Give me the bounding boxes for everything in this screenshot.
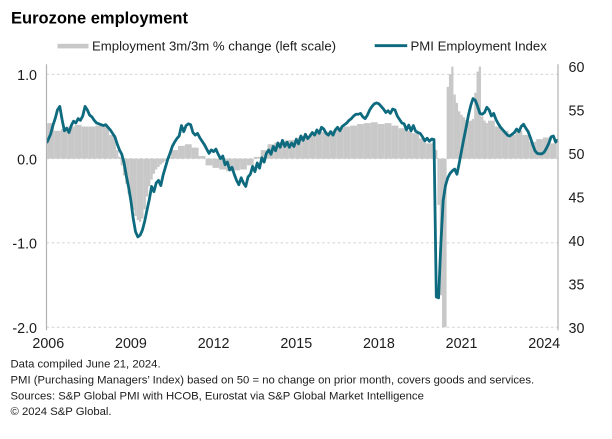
svg-text:40: 40 — [569, 234, 585, 250]
svg-text:Sources: S&P Global PMI with H: Sources: S&P Global PMI with HCOB, Euros… — [11, 391, 424, 403]
svg-text:50: 50 — [569, 147, 585, 163]
svg-text:2021: 2021 — [446, 336, 478, 352]
svg-text:2015: 2015 — [280, 336, 312, 352]
svg-text:2009: 2009 — [115, 336, 147, 352]
svg-text:2006: 2006 — [32, 336, 64, 352]
svg-text:0.0: 0.0 — [17, 152, 37, 168]
svg-text:© 2024 S&P Global.: © 2024 S&P Global. — [11, 406, 112, 418]
svg-text:Employment 3m/3m % change (lef: Employment 3m/3m % change (left scale) — [92, 38, 336, 53]
svg-text:1.0: 1.0 — [17, 68, 37, 84]
svg-text:PMI (Purchasing Managers’ Inde: PMI (Purchasing Managers’ Index) based o… — [11, 374, 535, 386]
svg-text:35: 35 — [569, 277, 585, 293]
svg-text:60: 60 — [569, 60, 585, 76]
svg-text:-1.0: -1.0 — [12, 237, 37, 253]
svg-text:30: 30 — [569, 321, 585, 337]
svg-text:Data compiled June 21, 2024.: Data compiled June 21, 2024. — [11, 358, 161, 370]
svg-text:2012: 2012 — [198, 336, 230, 352]
svg-text:45: 45 — [569, 190, 585, 206]
svg-text:PMI Employment Index: PMI Employment Index — [411, 38, 548, 53]
svg-text:55: 55 — [569, 103, 585, 119]
svg-text:-2.0: -2.0 — [12, 321, 37, 337]
svg-text:Eurozone employment: Eurozone employment — [11, 10, 188, 28]
svg-text:2024: 2024 — [528, 336, 560, 352]
svg-text:2018: 2018 — [363, 336, 395, 352]
